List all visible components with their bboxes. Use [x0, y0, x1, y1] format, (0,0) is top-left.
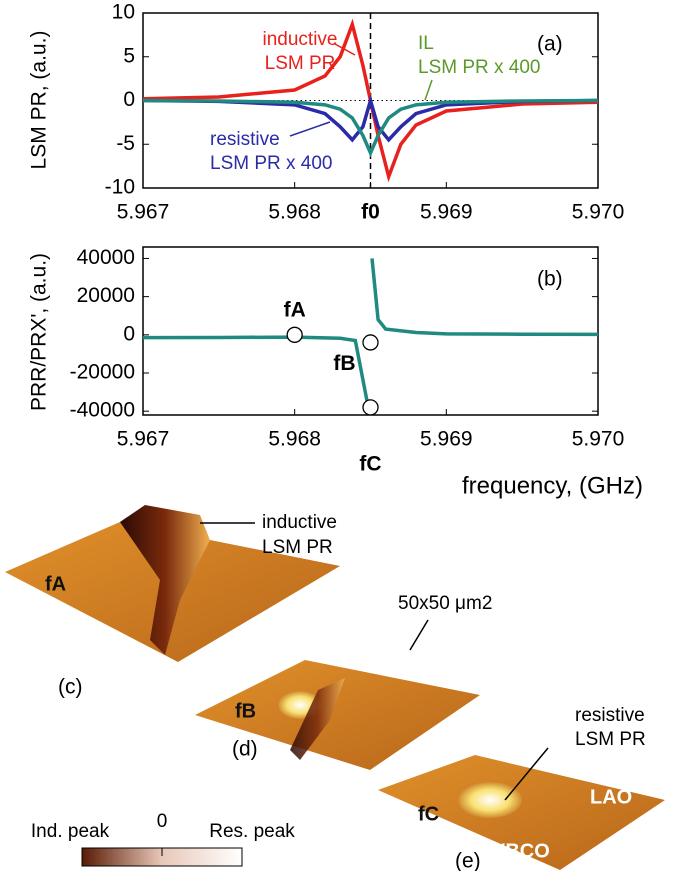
- arrow: [424, 79, 433, 101]
- y-tick-label: 5: [123, 44, 135, 67]
- y-tick-label: -10: [105, 176, 135, 199]
- panel-label: (a): [537, 33, 563, 56]
- image-label: fC: [418, 803, 439, 825]
- arrow: [334, 43, 356, 56]
- y-tick-label: 10: [112, 1, 135, 24]
- ridge: [290, 678, 345, 760]
- annotation: resistive: [575, 705, 645, 726]
- image-label: fB: [235, 700, 256, 722]
- surface: [378, 755, 665, 870]
- annotation: LSM PR: [265, 53, 336, 74]
- marker: [286, 326, 303, 343]
- annotation: 50x50 μm2: [398, 593, 492, 614]
- x-tick-label: 5.969: [420, 428, 473, 451]
- series-line: [142, 94, 599, 143]
- colorbar-label: 0: [157, 811, 168, 832]
- series-line: [142, 98, 599, 158]
- x-tick-label: 5.967: [117, 201, 170, 224]
- y-axis-title: LSM PR, (a.u.): [28, 31, 51, 170]
- marker: [362, 399, 379, 416]
- annotation: LSM PR x 400: [418, 57, 541, 78]
- x-tick-label: 5.970: [572, 201, 625, 224]
- panel-label: (d): [232, 738, 258, 761]
- x-tick-label: 5.968: [268, 428, 321, 451]
- arrow: [504, 747, 549, 801]
- annotation: IL: [418, 33, 434, 54]
- panel-label: (e): [455, 850, 481, 871]
- x-tick-label: 5.969: [420, 201, 473, 224]
- annotation: inductive: [263, 29, 338, 50]
- y-tick-label: -5: [116, 132, 135, 155]
- x-axis-title: frequency, (GHz): [462, 472, 643, 499]
- annotation: LSM PR: [262, 537, 333, 558]
- marker-label: fC: [359, 453, 381, 476]
- x-tick-label: 5.967: [117, 428, 170, 451]
- marker-label: fA: [284, 298, 306, 321]
- colorbar-label: Ind. peak: [31, 821, 110, 842]
- feature: [458, 782, 522, 818]
- annotation: LSM PR x 400: [210, 153, 333, 174]
- series-line: [142, 258, 599, 412]
- ridge: [120, 505, 210, 655]
- arrow: [289, 121, 331, 137]
- annotation: resistive: [210, 129, 280, 150]
- y-tick-label: 40000: [77, 246, 135, 269]
- y-tick-label: 0: [123, 88, 135, 111]
- annotation: inductive: [262, 512, 337, 533]
- colorbar-label: Res. peak: [209, 821, 295, 842]
- annotation: LSM PR: [575, 729, 646, 750]
- y-tick-label: 20000: [77, 284, 135, 307]
- x-tick-label: f0: [361, 201, 380, 224]
- arrow: [409, 619, 429, 651]
- image-label: LAO: [590, 786, 632, 808]
- y-axis-title: PRR/PRX', (a.u.): [28, 253, 51, 411]
- image-label: fA: [45, 573, 66, 595]
- panel-label: (c): [58, 676, 83, 699]
- panel-label: (b): [537, 268, 563, 291]
- y-tick-label: -20000: [70, 361, 135, 384]
- x-tick-label: 5.968: [268, 201, 321, 224]
- marker-label: fB: [333, 352, 355, 375]
- surface: [195, 660, 480, 770]
- marker: [362, 334, 379, 351]
- y-tick-label: -40000: [70, 399, 135, 422]
- y-tick-label: 0: [123, 322, 135, 345]
- plot-frame: [142, 246, 599, 416]
- x-tick-label: 5.970: [572, 428, 625, 451]
- image-label: YBCO: [492, 840, 550, 862]
